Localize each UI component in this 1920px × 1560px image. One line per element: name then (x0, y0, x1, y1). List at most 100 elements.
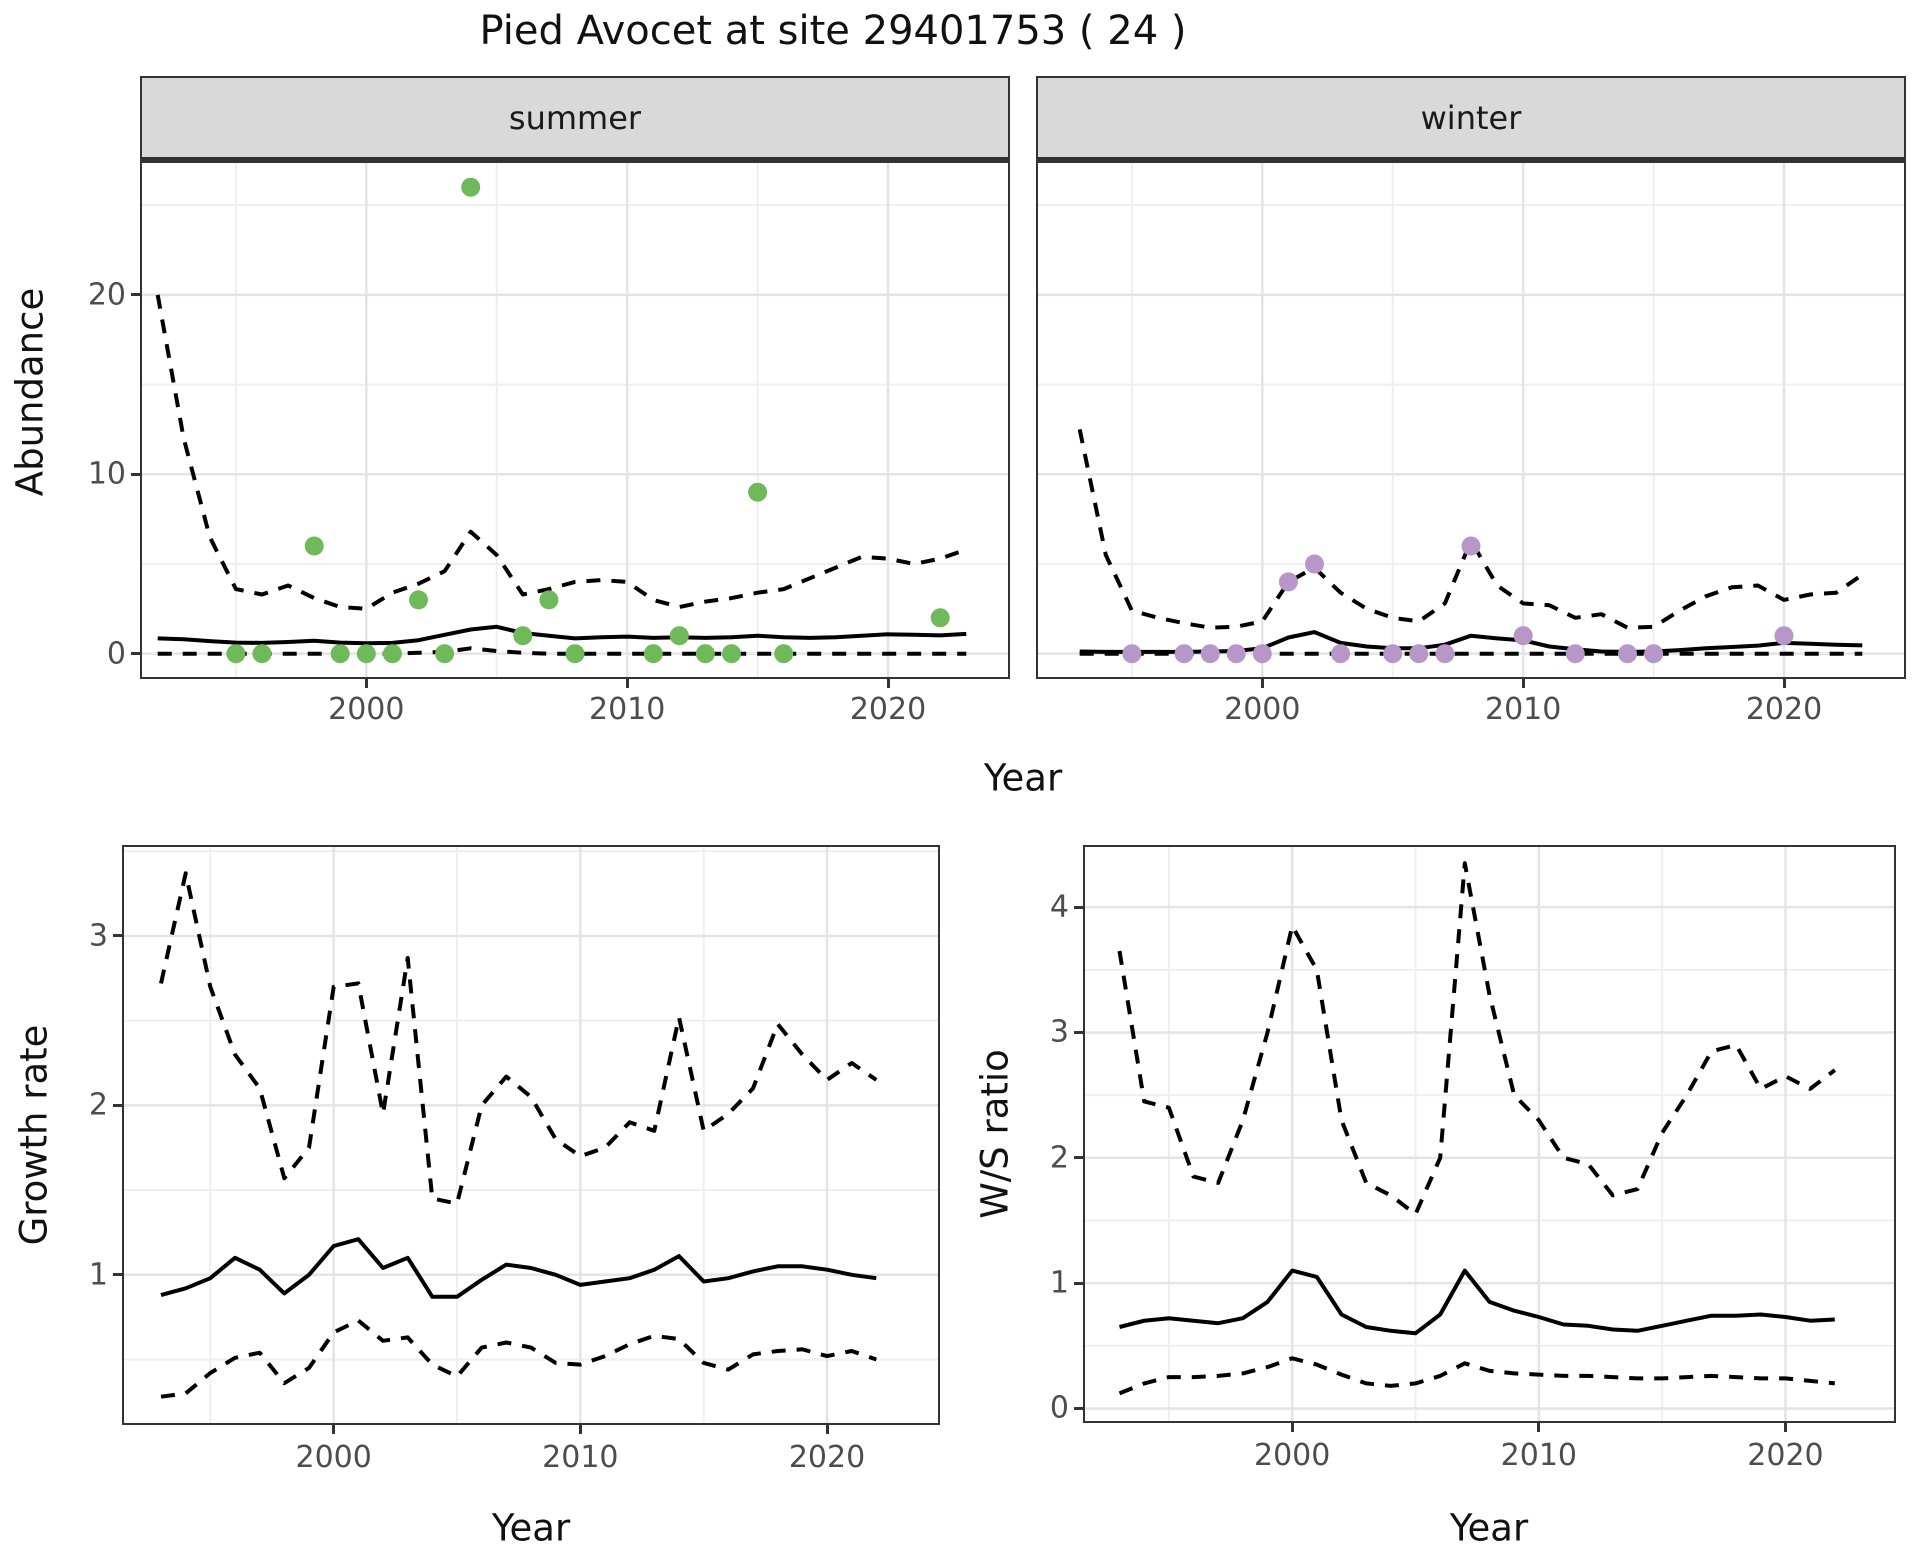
ws-estimate-line (1119, 1268, 1835, 1336)
winter-observation-point (1226, 644, 1246, 664)
summer-observation-point (330, 644, 350, 664)
summer-upper-ci-line (155, 294, 967, 611)
x-tick-label: 2010 (1484, 692, 1562, 727)
winter-observation-point (1383, 644, 1403, 664)
facet-strip-winter-label: winter (1420, 98, 1522, 137)
y-tick-label: 2 (1049, 1140, 1069, 1176)
summer-observation-point (304, 536, 324, 556)
x-tick-mark (1782, 679, 1786, 688)
ws-upper-ci-line (1117, 861, 1837, 1217)
winter-observation-point (1305, 554, 1324, 574)
y-tick-label: 2 (88, 1087, 108, 1123)
x-tick-mark (1260, 679, 1264, 688)
winter-observation-point (1174, 644, 1194, 664)
y-tick-mark (131, 472, 140, 476)
y-tick-mark (113, 1103, 122, 1107)
year-axis-title-ws: Year (1449, 1506, 1529, 1550)
y-tick-label: 0 (106, 636, 126, 672)
facet-strip-summer-label: summer (508, 98, 642, 137)
x-tick-label: 2020 (1747, 1438, 1824, 1473)
x-tick-mark (578, 1425, 582, 1434)
x-tick-label: 2000 (295, 1440, 372, 1475)
y-tick-mark (113, 1273, 122, 1277)
y-tick-label: 3 (1049, 1014, 1069, 1050)
y-tick-label: 1 (1049, 1265, 1069, 1301)
summer-observation-point (669, 626, 689, 646)
summer-lower-ci-line (157, 646, 967, 656)
winter-observation-point (1461, 536, 1481, 556)
x-tick-label: 2010 (588, 692, 666, 727)
x-tick-label: 2000 (1253, 1438, 1331, 1473)
winter-observation-point (1435, 644, 1455, 664)
x-tick-label: 2010 (542, 1440, 619, 1475)
page-title: Pied Avocet at site 29401753 ( 24 ) (479, 8, 1187, 54)
summer-abundance-panel (140, 161, 1010, 679)
growth-rate-axis-title: Growth rate (12, 1024, 56, 1246)
y-tick-label: 10 (87, 456, 126, 492)
winter-observation-point (1774, 626, 1794, 646)
y-tick-mark (1074, 1156, 1083, 1160)
facet-strip-summer: summer (140, 76, 1010, 161)
y-tick-label: 20 (87, 277, 126, 313)
summer-observation-point (565, 644, 585, 664)
growth-estimate-line (160, 1237, 877, 1299)
ws-ratio-axis-title: W/S ratio (973, 1049, 1017, 1219)
x-tick-mark (332, 1425, 336, 1434)
winter-upper-ci-line (1077, 428, 1864, 630)
summer-observation-point (461, 177, 481, 197)
growth-lower-ci-line (160, 1318, 877, 1399)
summer-observation-point (722, 644, 741, 664)
growth-rate-panel (122, 845, 940, 1425)
summer-observation-point (382, 644, 402, 664)
winter-observation-point (1252, 644, 1272, 664)
ws-lower-ci-line (1118, 1356, 1836, 1396)
winter-observation-point (1513, 626, 1533, 646)
winter-abundance-panel (1036, 161, 1906, 679)
x-tick-label: 2010 (1500, 1438, 1578, 1473)
y-tick-label: 0 (1049, 1390, 1069, 1426)
y-tick-label: 1 (88, 1257, 108, 1293)
y-tick-mark (131, 293, 140, 297)
summer-observation-point (774, 644, 794, 664)
x-tick-mark (825, 1425, 829, 1434)
summer-observation-point (252, 644, 272, 664)
summer-observation-point (356, 644, 376, 664)
y-tick-label: 4 (1049, 889, 1069, 925)
summer-observation-point (409, 590, 428, 610)
abundance-axis-title: Abundance (8, 287, 52, 497)
y-tick-label: 3 (88, 918, 108, 954)
x-tick-mark (1783, 1423, 1787, 1432)
x-tick-label: 2000 (328, 692, 405, 727)
x-tick-mark (886, 679, 890, 688)
winter-observation-point (1200, 644, 1220, 664)
summer-observation-point (539, 590, 559, 610)
y-tick-mark (131, 652, 140, 656)
x-tick-label: 2020 (788, 1440, 866, 1475)
winter-observation-point (1565, 644, 1585, 664)
summer-observation-point (226, 644, 246, 664)
x-tick-label: 2000 (1224, 692, 1301, 727)
x-tick-mark (364, 679, 368, 688)
winter-estimate-line (1079, 630, 1863, 654)
summer-estimate-line (157, 624, 967, 646)
x-tick-label: 2020 (849, 692, 927, 727)
y-tick-mark (1074, 1030, 1083, 1034)
facet-strip-winter: winter (1036, 76, 1906, 161)
winter-observation-point (1618, 644, 1637, 664)
growth-upper-ci-line (159, 871, 878, 1206)
summer-observation-point (643, 644, 663, 664)
y-tick-mark (113, 934, 122, 938)
winter-observation-point (1331, 644, 1351, 664)
winter-observation-point (1409, 644, 1429, 664)
winter-observation-point (1644, 644, 1664, 664)
summer-observation-point (435, 644, 455, 664)
y-tick-mark (1074, 1281, 1083, 1285)
year-axis-title-growth: Year (491, 1506, 571, 1550)
y-tick-mark (1074, 1406, 1083, 1410)
ws-ratio-panel (1083, 845, 1896, 1423)
y-tick-mark (1074, 905, 1083, 909)
summer-observation-point (695, 644, 715, 664)
winter-observation-point (1122, 644, 1142, 664)
summer-observation-point (930, 608, 950, 628)
